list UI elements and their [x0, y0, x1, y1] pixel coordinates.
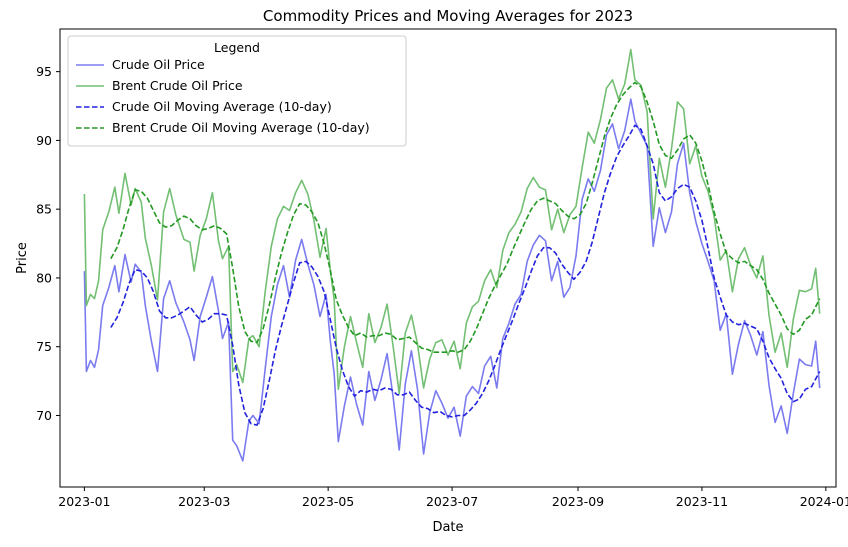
series-line-1: [83, 48, 821, 395]
x-tick-label: 2023-05: [302, 494, 354, 509]
series-line-3: [110, 81, 821, 353]
y-tick-label: 95: [36, 64, 52, 79]
x-tick-label: 2023-03: [178, 494, 230, 509]
legend-label-2: Crude Oil Moving Average (10-day): [112, 99, 332, 114]
series-line-0: [83, 98, 821, 462]
chart-title: Commodity Prices and Moving Averages for…: [263, 7, 633, 25]
x-tick-label: 2023-11: [676, 494, 728, 509]
x-tick-label: 2023-09: [552, 494, 604, 509]
legend-label-0: Crude Oil Price: [112, 57, 205, 72]
y-axis-label: Price: [15, 242, 30, 274]
axes-layer: 2023-01 2023-03 2023-05 2023-07 2023-09 2023-…: [36, 28, 848, 509]
axes-frame: [59, 28, 837, 488]
series-layer: [83, 48, 821, 462]
y-tick-label: 90: [36, 133, 52, 148]
legend-label-1: Brent Crude Oil Price: [112, 78, 243, 93]
x-tick-label: 2024-01: [800, 494, 848, 509]
legend: Legend Crude Oil Price Brent Crude Oil Pri…: [67, 35, 407, 147]
y-tick-label: 70: [36, 408, 52, 423]
x-tick-label: 2023-07: [426, 494, 478, 509]
y-tick-label: 75: [36, 339, 52, 354]
legend-title: Legend: [214, 40, 260, 55]
y-tick-label: 80: [36, 270, 52, 285]
legend-label-3: Brent Crude Oil Moving Average (10-day): [112, 120, 370, 135]
y-tick-label: 85: [36, 202, 52, 217]
legend-box: [67, 35, 407, 147]
x-axis-label: Date: [432, 520, 463, 535]
series-line-2: [110, 124, 821, 426]
x-tick-label: 2023-01: [58, 494, 110, 509]
